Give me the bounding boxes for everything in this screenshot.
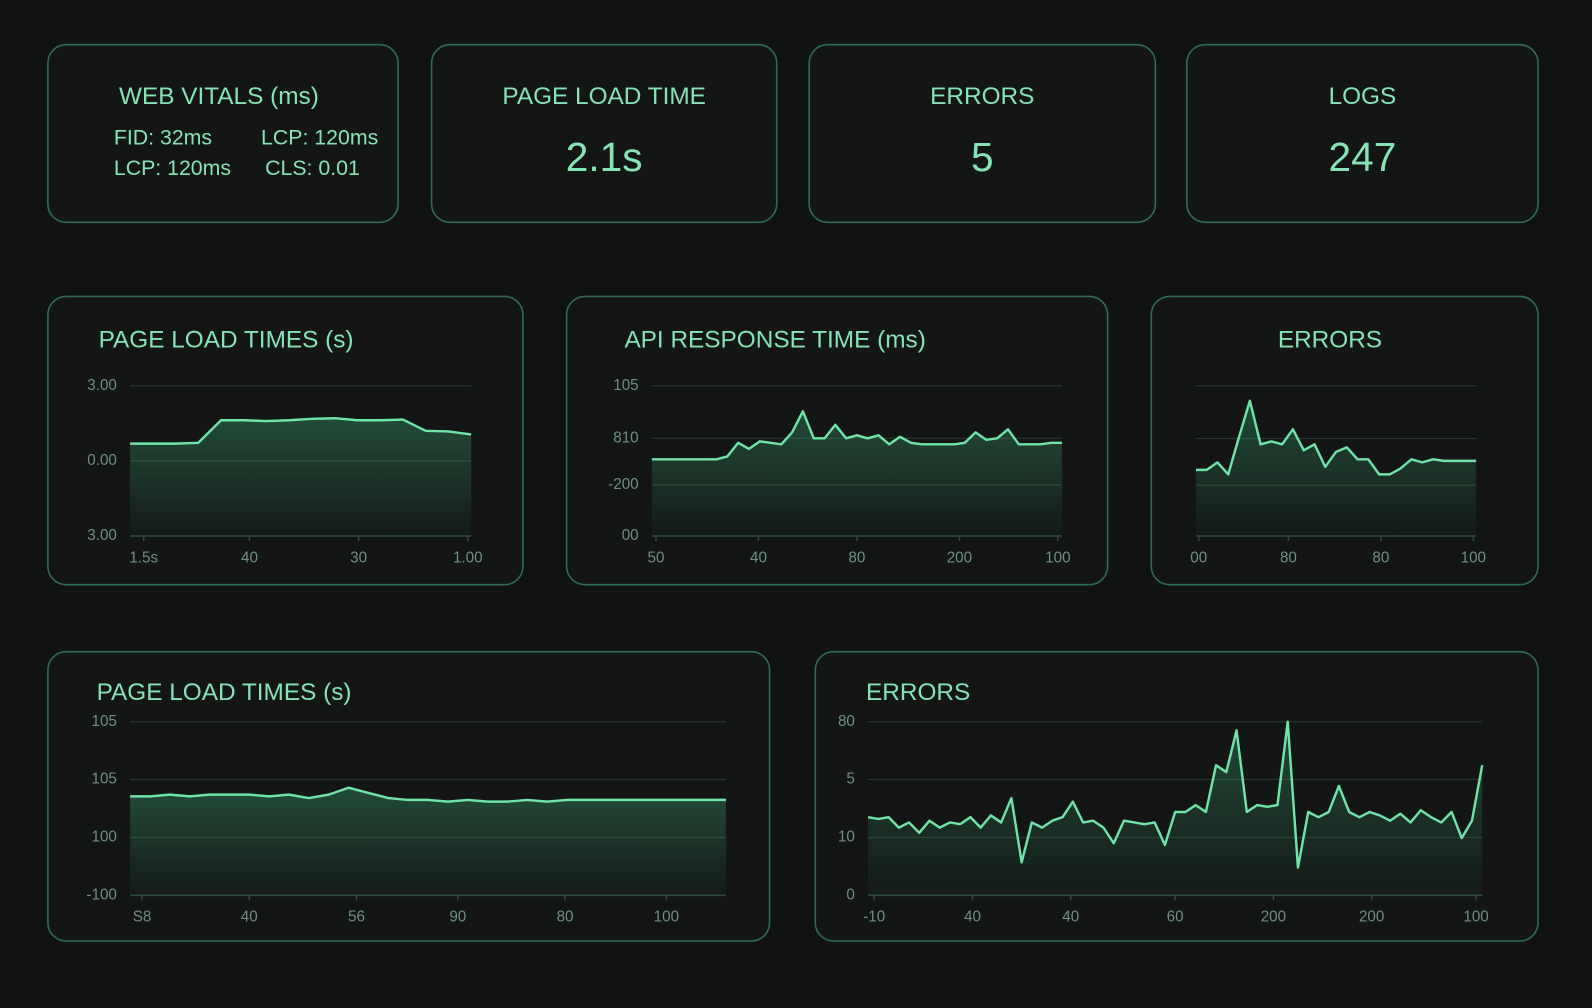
area [651, 411, 1062, 536]
line [651, 410, 1062, 461]
line [867, 720, 1484, 869]
stat-card [808, 43, 1157, 224]
area [130, 418, 472, 536]
y-tick-label: 80 [838, 713, 855, 730]
x-tick-label: 40 [964, 909, 981, 926]
x-tick-label: 30 [350, 549, 367, 566]
x-tick-label: 80 [1280, 549, 1297, 566]
chart-title: PAGE LOAD TIMES (s) [97, 679, 352, 706]
stat-card [47, 43, 399, 224]
x-tick-label: 90 [449, 909, 466, 926]
y-tick-label: 3.00 [87, 527, 117, 544]
line [1195, 399, 1477, 476]
x-tick-label: 100 [1461, 549, 1486, 566]
vital-item: LCP: 120ms [261, 126, 378, 150]
x-tick-label: 200 [1261, 909, 1286, 926]
x-tick-label: 100 [1463, 909, 1488, 926]
chart-title: ERRORS [866, 679, 970, 706]
x-tick-label: 56 [348, 909, 365, 926]
x-tick-label: 40 [241, 549, 258, 566]
x-tick-label: -10 [863, 909, 885, 926]
x-tick-label: 60 [1167, 909, 1184, 926]
x-tick-label: S8 [133, 909, 152, 926]
card-title: LOGS [1329, 83, 1397, 110]
chart-title: ERRORS [1278, 327, 1382, 354]
vital-item: CLS: 0.01 [265, 156, 360, 180]
x-tick-label: 1.5s [129, 549, 158, 566]
x-tick-label: 50 [647, 549, 664, 566]
vital-item: LCP: 120ms [114, 156, 231, 180]
x-tick-label: 200 [947, 549, 972, 566]
stat-card [1186, 43, 1539, 224]
x-tick-label: 200 [1359, 909, 1384, 926]
y-tick-label: -200 [608, 476, 638, 493]
x-tick-label: 100 [1045, 549, 1070, 566]
y-tick-label: 0.00 [87, 452, 117, 469]
card-value: 2.1s [566, 134, 643, 180]
x-tick-label: 80 [557, 909, 574, 926]
chart-title: API RESPONSE TIME (ms) [624, 327, 925, 354]
x-tick-label: 00 [1190, 549, 1207, 566]
area [1195, 400, 1477, 536]
line [130, 786, 726, 803]
y-tick-label: 0 [846, 886, 854, 903]
area [130, 787, 726, 896]
y-tick-label: 00 [622, 527, 639, 544]
x-tick-label: 40 [1062, 909, 1079, 926]
y-tick-label: 105 [91, 771, 116, 788]
card-title: ERRORS [930, 83, 1034, 110]
y-tick-label: -100 [86, 886, 116, 903]
stat-card [430, 43, 778, 224]
x-tick-label: 80 [848, 549, 865, 566]
card-value: 247 [1329, 134, 1397, 180]
y-tick-label: 105 [613, 377, 638, 394]
x-tick-label: 40 [750, 549, 767, 566]
line [130, 417, 472, 445]
x-tick-label: 80 [1372, 549, 1389, 566]
y-tick-label: 105 [91, 713, 116, 730]
y-tick-label: 810 [613, 429, 638, 446]
chart-title: PAGE LOAD TIMES (s) [99, 327, 354, 354]
y-tick-label: 5 [846, 771, 854, 788]
vital-item: FID: 32ms [114, 126, 212, 150]
y-tick-label: 10 [838, 829, 855, 846]
area [868, 721, 1483, 896]
y-tick-label: 3.00 [87, 377, 117, 394]
x-tick-label: 1.00 [453, 549, 483, 566]
card-title: PAGE LOAD TIME [502, 83, 706, 110]
y-tick-label: 100 [91, 829, 116, 846]
card-value: 5 [971, 134, 994, 180]
x-tick-label: 40 [241, 909, 258, 926]
card-title: WEB VITALS (ms) [119, 83, 319, 110]
x-tick-label: 100 [654, 909, 679, 926]
